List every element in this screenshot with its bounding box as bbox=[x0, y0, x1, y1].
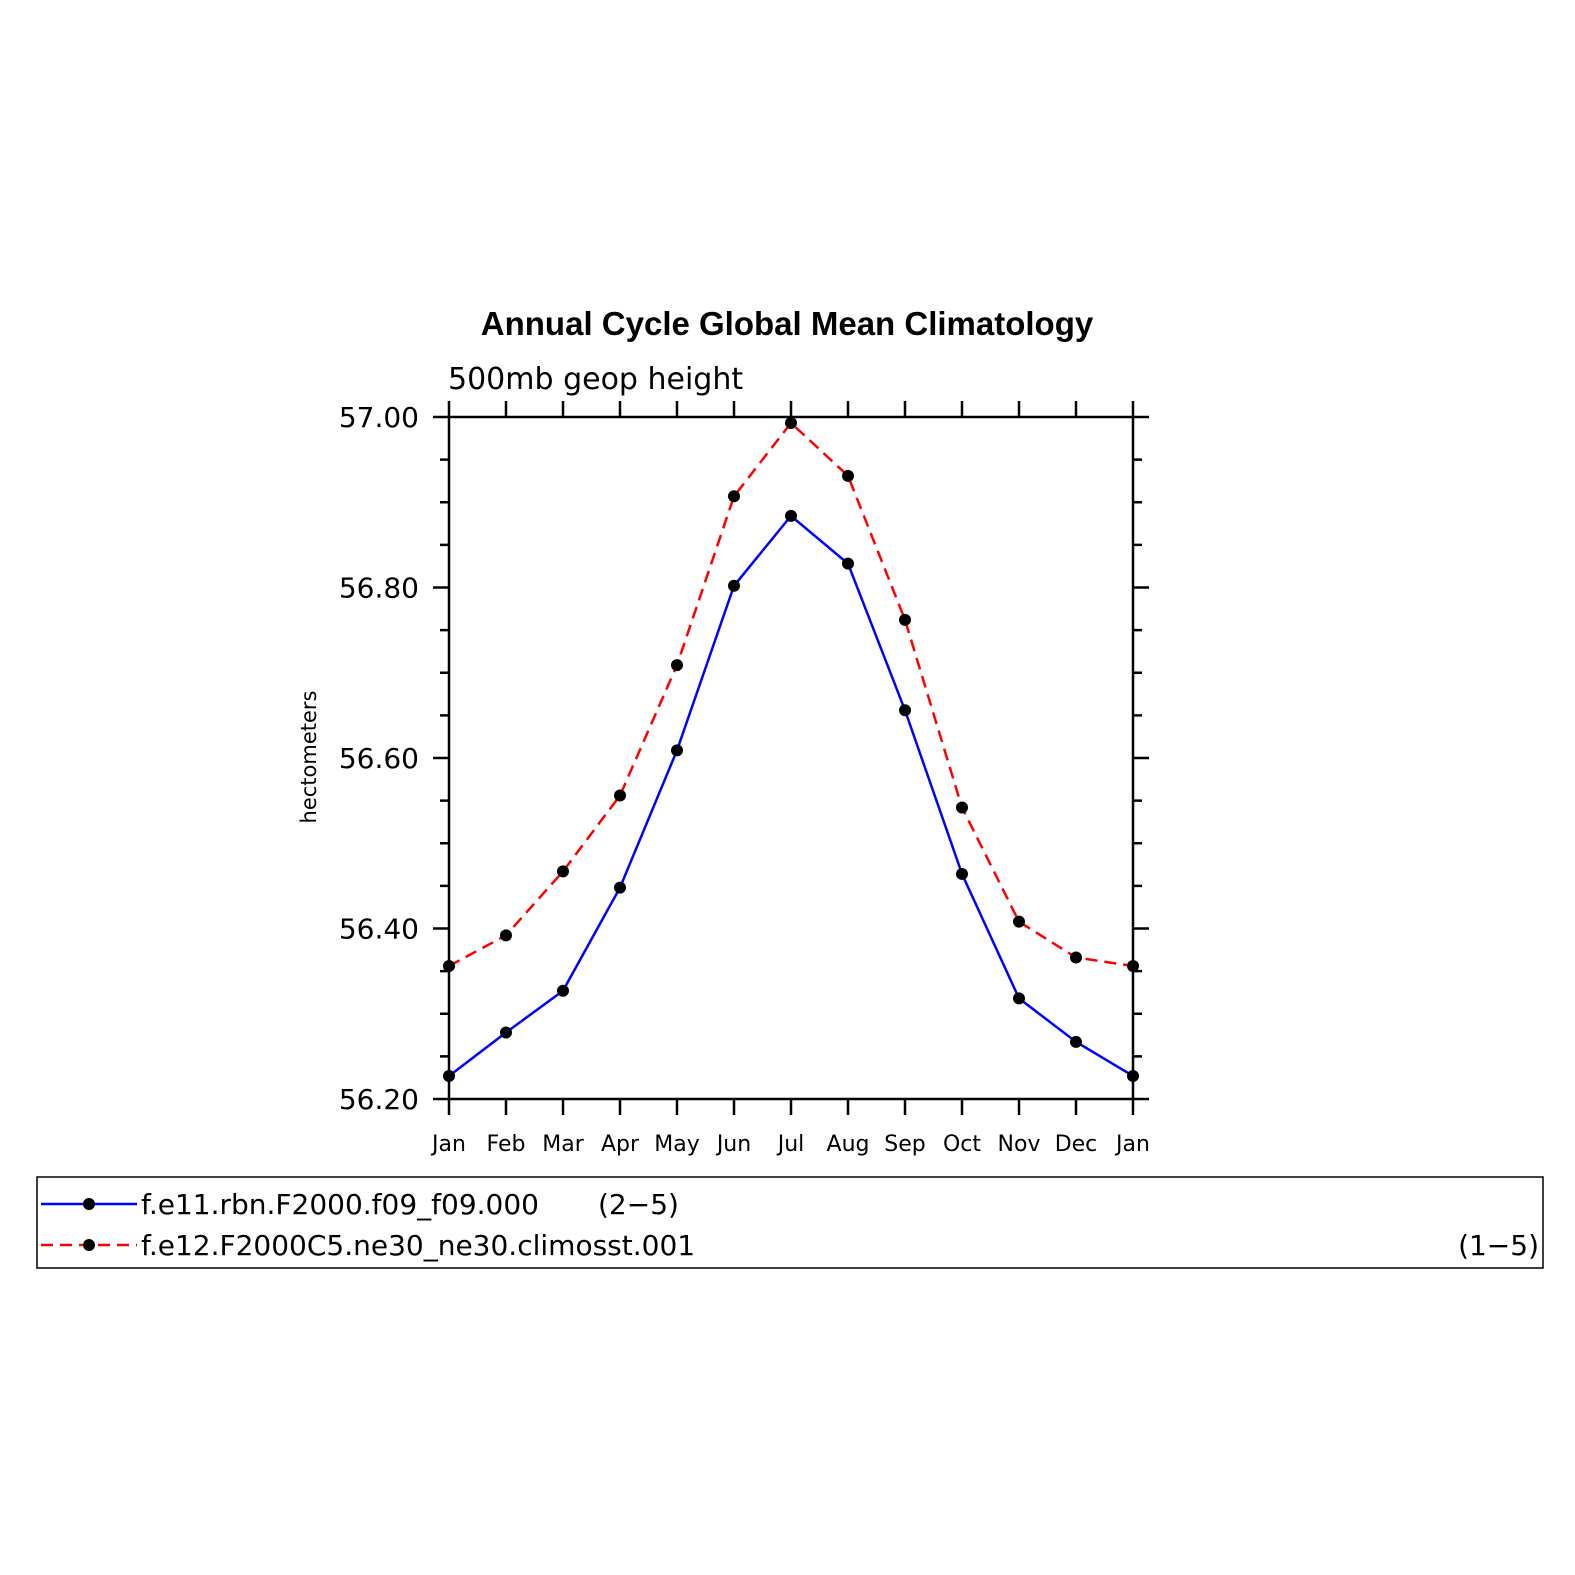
series-1-point bbox=[1070, 1035, 1082, 1048]
series-1-point bbox=[614, 881, 626, 894]
series-1-point bbox=[671, 744, 683, 757]
series-2-point bbox=[899, 613, 911, 626]
series-1-point bbox=[500, 1026, 512, 1039]
series-2-point bbox=[785, 416, 797, 429]
series-1-point bbox=[557, 984, 569, 997]
series-1-point bbox=[785, 509, 797, 522]
legend-range-2: (1−5) bbox=[1458, 1229, 1539, 1262]
legend-marker-2 bbox=[83, 1239, 95, 1251]
x-tick-label: Jan bbox=[430, 1132, 466, 1157]
series-line-1 bbox=[448, 514, 1134, 1078]
y-tick-label: 56.20 bbox=[339, 1083, 419, 1116]
chart-title: Annual Cycle Global Mean Climatology bbox=[481, 305, 1094, 342]
x-tick-label: Jan bbox=[1114, 1132, 1150, 1157]
x-tick-label: Apr bbox=[601, 1132, 640, 1157]
legend-marker-1 bbox=[83, 1198, 95, 1210]
series-2-point bbox=[671, 659, 683, 672]
x-tick-label: Aug bbox=[827, 1132, 870, 1157]
y-tick-label: 56.80 bbox=[339, 572, 419, 605]
x-tick-label: Oct bbox=[943, 1132, 981, 1157]
y-tick-label: 56.40 bbox=[339, 913, 419, 946]
series-1-point bbox=[956, 867, 968, 880]
series-1-point bbox=[899, 704, 911, 717]
series-1-point bbox=[728, 579, 740, 592]
x-tick-label: May bbox=[654, 1132, 699, 1157]
series-2-point bbox=[614, 789, 626, 802]
series-1-point bbox=[842, 557, 854, 570]
series-1-point bbox=[443, 1069, 455, 1082]
legend-label-2: f.e12.F2000C5.ne30_ne30.climosst.001 bbox=[141, 1229, 695, 1262]
y-axis-label: hectometers bbox=[297, 691, 321, 824]
series-1-point bbox=[1013, 992, 1025, 1005]
series-2-point bbox=[956, 801, 968, 814]
series-2-point bbox=[557, 865, 569, 878]
chart-subtitle: 500mb geop height bbox=[448, 362, 743, 397]
x-ticks: Jan Feb Mar Apr May Jun Jul Aug Sep Oct Nov Dec Jan bbox=[430, 401, 1150, 1157]
series-2-point bbox=[500, 929, 512, 942]
series-2-point bbox=[1013, 915, 1025, 928]
legend-label-1: f.e11.rbn.F2000.f09_f09.000 bbox=[141, 1188, 539, 1221]
legend-box bbox=[36, 1176, 1544, 1269]
series-2-point bbox=[842, 469, 854, 482]
x-tick-label: Mar bbox=[542, 1132, 584, 1157]
series-2-point bbox=[443, 960, 455, 973]
series-1-point bbox=[1127, 1069, 1139, 1082]
x-tick-label: Jun bbox=[715, 1132, 751, 1157]
x-tick-label: Feb bbox=[487, 1132, 526, 1157]
y-ticks: 56.20 56.40 56.60 56.80 57.00 bbox=[339, 401, 1149, 1116]
y-tick-label: 57.00 bbox=[339, 401, 419, 434]
x-tick-label: Sep bbox=[884, 1132, 925, 1157]
series-2-point bbox=[728, 490, 740, 503]
x-tick-label: Dec bbox=[1055, 1132, 1098, 1157]
legend-range-1: (2−5) bbox=[598, 1188, 679, 1221]
legend-items: f.e11.rbn.F2000.f09_f09.000 (2−5) f.e12.F2… bbox=[41, 1188, 1539, 1262]
series-line-2 bbox=[448, 421, 1134, 968]
series-2-point bbox=[1070, 951, 1082, 964]
x-tick-label: Jul bbox=[776, 1132, 805, 1157]
legend: f.e11.rbn.F2000.f09_f09.000 (2−5) f.e12.F2… bbox=[36, 1176, 1544, 1269]
series-layer bbox=[443, 416, 1139, 1082]
y-tick-label: 56.60 bbox=[339, 742, 419, 775]
series-2-point bbox=[1127, 960, 1139, 973]
x-tick-label: Nov bbox=[998, 1132, 1041, 1157]
